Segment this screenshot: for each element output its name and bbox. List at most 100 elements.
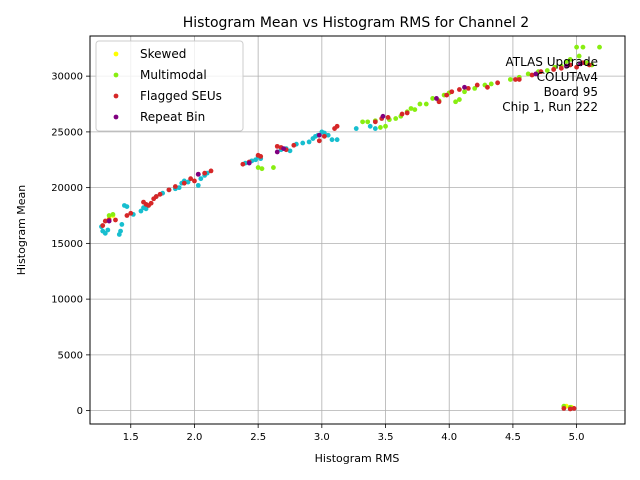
data-point — [255, 165, 261, 170]
data-point — [457, 97, 462, 102]
data-point — [253, 157, 258, 163]
plot-frame — [89, 35, 626, 425]
data-point — [128, 210, 134, 216]
data-point — [148, 200, 154, 206]
data-point — [291, 142, 297, 148]
data-point — [449, 89, 455, 95]
data-point — [423, 101, 429, 107]
data-point — [564, 59, 569, 65]
data-point — [316, 138, 322, 144]
annotation-line: Board 95 — [544, 85, 598, 99]
data-point — [143, 206, 149, 212]
legend: Skewed Multimodal Flagged SEUs Repeat Bin — [95, 40, 244, 132]
data-point — [488, 81, 494, 87]
data-point — [436, 99, 442, 105]
data-point — [538, 69, 544, 75]
data-point — [321, 133, 327, 139]
data-point — [181, 180, 187, 186]
data-point — [306, 139, 312, 145]
data-point — [157, 191, 163, 197]
data-point — [580, 44, 586, 50]
data-point — [393, 116, 399, 121]
data-point — [259, 166, 265, 172]
data-point — [412, 107, 418, 112]
data-point — [533, 71, 539, 77]
data-point — [472, 86, 478, 91]
data-point — [404, 110, 410, 116]
data-point — [258, 154, 264, 159]
data-point — [485, 84, 490, 90]
data-point — [100, 223, 106, 228]
data-point — [176, 185, 182, 191]
data-point — [383, 123, 388, 129]
data-point — [334, 123, 340, 129]
data-point — [378, 125, 383, 130]
y-tick-label: 20000 — [51, 183, 83, 194]
legend-marker — [113, 93, 119, 99]
data-point — [300, 140, 306, 146]
x-tick-label: 4.0 — [441, 432, 457, 443]
series-repeat-bin — [106, 61, 583, 224]
grid-lines — [90, 36, 625, 424]
y-tick-label: 15000 — [51, 239, 83, 250]
data-point — [192, 178, 197, 184]
data-point — [564, 63, 569, 69]
data-point — [430, 96, 436, 101]
data-point — [188, 176, 194, 182]
data-point — [153, 194, 159, 199]
data-point — [334, 137, 340, 143]
data-point — [586, 62, 592, 68]
data-point — [385, 114, 391, 120]
data-point — [321, 130, 327, 136]
y-tick-label: 30000 — [51, 72, 83, 83]
x-tick-label: 4.5 — [505, 432, 521, 443]
data-point — [399, 111, 405, 117]
data-point — [434, 96, 439, 101]
data-point — [113, 217, 118, 223]
data-point — [474, 82, 480, 88]
y-tick-label: 25000 — [51, 127, 83, 138]
data-point — [417, 101, 423, 107]
data-point — [124, 213, 130, 218]
data-point — [110, 211, 116, 217]
data-point — [246, 160, 252, 166]
data-point — [453, 99, 458, 105]
y-axis-label: Histogram Mean — [15, 185, 28, 276]
data-point — [408, 106, 414, 111]
legend-marker — [113, 72, 119, 78]
data-point — [567, 57, 573, 62]
data-point — [106, 213, 112, 218]
data-point — [561, 405, 567, 411]
data-point — [102, 218, 108, 224]
data-point — [271, 165, 276, 170]
legend-label: Skewed — [140, 47, 186, 61]
data-point — [360, 119, 365, 125]
data-point — [507, 77, 513, 82]
x-tick-label: 5.0 — [569, 432, 585, 443]
legend-marker — [113, 51, 119, 57]
data-point — [208, 168, 214, 174]
data-point — [172, 184, 178, 189]
legend-marker — [113, 114, 119, 120]
data-point — [316, 132, 322, 138]
data-point — [119, 222, 125, 227]
x-tick-label: 3.5 — [378, 432, 394, 443]
legend-box — [95, 40, 244, 132]
y-tick-label: 10000 — [51, 295, 83, 306]
data-point — [353, 126, 359, 131]
data-point — [281, 146, 287, 152]
data-point — [544, 68, 550, 73]
data-point — [558, 65, 564, 71]
data-point — [457, 87, 462, 92]
x-axis-label: Histogram RMS — [315, 452, 400, 465]
x-tick-label: 2.0 — [186, 432, 202, 443]
data-point — [525, 71, 531, 77]
data-point — [567, 406, 573, 412]
annotation-line: ATLAS Upgrade — [505, 55, 598, 69]
legend-label: Multimodal — [140, 68, 207, 82]
data-point — [462, 89, 467, 95]
data-point — [576, 53, 582, 59]
